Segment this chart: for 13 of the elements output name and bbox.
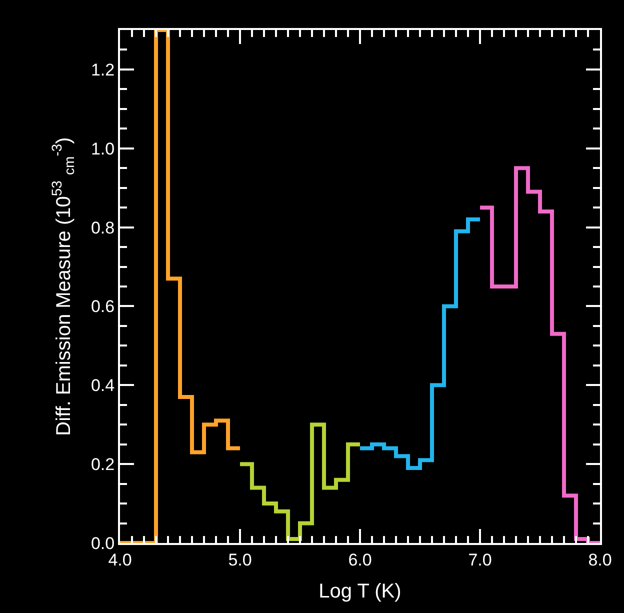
x-tick-label: 7.0: [468, 550, 492, 570]
x-tick-label: 5.0: [228, 550, 252, 570]
y-tick-label: 0.4: [90, 376, 115, 396]
y-tick-label: 0.0: [90, 534, 115, 553]
y-tick-label: 1.2: [90, 60, 115, 80]
y-tick-label: 0.6: [90, 297, 115, 316]
y-tick-label: 0.8: [90, 218, 115, 238]
y-tick-label: 1.0: [90, 139, 115, 158]
x-tick-label: 8.0: [588, 550, 612, 570]
x-tick-label: 4.0: [108, 550, 132, 570]
x-axis-title: Log T (K): [318, 580, 402, 602]
y-tick-label: 0.2: [90, 455, 115, 474]
x-tick-label: 6.0: [348, 550, 372, 570]
